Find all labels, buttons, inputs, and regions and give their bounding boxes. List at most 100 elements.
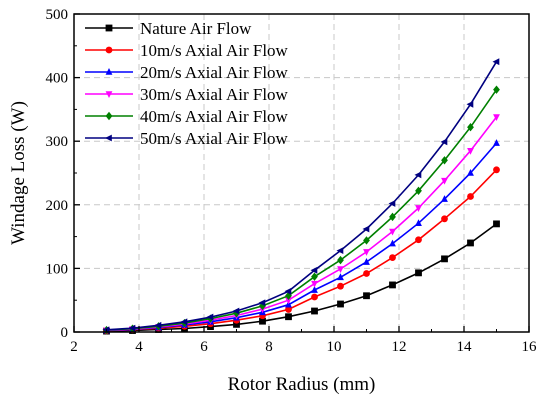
legend-item: 40m/s Axial Air Flow [85,107,289,126]
data-point [363,270,370,277]
data-point [467,169,474,176]
data-point [389,281,396,289]
data-point [440,138,448,146]
plot-frame [73,13,530,333]
x-tick-label: 6 [200,339,208,355]
data-point [388,200,396,207]
data-point [362,225,370,233]
series-3 [103,139,500,334]
data-point [441,156,448,165]
y-axis-title: Windage Loss (W) [8,101,29,245]
x-tick-label: 12 [392,339,407,355]
data-point [310,266,318,274]
y-tick-label: 500 [46,7,69,23]
legend-label: 20m/s Axial Air Flow [140,63,289,82]
data-point [311,286,318,293]
data-point [467,123,474,132]
data-point [415,236,422,244]
x-axis-title: Rotor Radius (mm) [228,374,376,395]
data-point [232,307,240,315]
legend-item: 30m/s Axial Air Flow [85,85,289,104]
data-point [363,236,370,245]
data-point [389,212,396,222]
x-tick-label: 14 [457,339,473,355]
data-point [414,171,422,179]
data-point [363,258,370,265]
y-tick-label: 0 [61,325,69,341]
data-point [311,307,318,315]
data-point [493,114,500,122]
series-line [106,61,498,331]
series-line [106,169,498,332]
data-point [493,139,500,146]
legend-marker [105,24,113,32]
data-point [389,239,396,247]
legend-label: 40m/s Axial Air Flow [140,107,289,126]
series-1 [103,220,500,335]
x-tick-label: 2 [70,339,78,355]
y-tick-label: 400 [46,71,69,87]
data-point [441,177,448,185]
data-point [441,195,448,202]
legend-item: Nature Air Flow [85,19,252,38]
data-point [493,166,500,174]
data-point [180,318,188,326]
data-point [285,313,292,321]
x-tick-label: 8 [265,339,273,355]
y-tick-label: 100 [46,261,69,277]
data-point [492,58,500,66]
legend-item: 10m/s Axial Air Flow [85,41,289,60]
data-point [258,299,266,307]
y-tick-label: 300 [46,134,69,150]
data-point [128,324,136,332]
series-2 [103,166,500,335]
data-point [466,100,474,108]
x-tick-label: 10 [327,339,342,355]
legend-label: Nature Air Flow [140,19,252,38]
data-point [389,228,396,236]
data-point [441,215,448,223]
tick-layer: 2 4 6 8 10 12 14 16 0 100 200 300 400 500 [46,7,538,355]
data-point [441,255,448,263]
data-point [337,255,344,265]
series-6 [102,58,500,334]
legend-label: 50m/s Axial Air Flow [140,129,289,148]
legend-item: 20m/s Axial Air Flow [85,63,289,82]
data-point [311,272,318,281]
series-line [106,89,498,331]
data-point [311,293,318,301]
data-point [467,239,474,247]
x-tick-label: 4 [135,339,143,355]
data-point [493,220,500,228]
data-point [493,85,500,94]
series-line [106,223,497,332]
data-point [337,266,344,274]
legend-marker [105,111,113,121]
data-point [415,186,422,196]
data-point [285,297,292,305]
legend: Nature Air Flow 10m/s Axial Air Flow 20m/s… [85,19,289,148]
data-point [415,205,422,212]
data-point [337,273,344,281]
data-point [206,313,214,321]
legend-marker [105,68,113,75]
data-point [467,193,474,200]
data-point [285,291,292,300]
data-point [337,300,344,308]
data-point [337,282,344,290]
legend-marker [105,91,113,98]
data-point [415,269,422,277]
grid-layer [74,14,529,332]
data-point [467,147,474,155]
x-tick-label: 16 [522,339,538,355]
data-point [415,219,422,227]
data-point [389,254,396,261]
data-point [259,301,266,311]
data-point [363,249,370,256]
data-point [336,247,344,254]
y-tick-label: 200 [46,198,69,214]
data-point [363,292,370,300]
data-point [233,320,240,328]
legend-marker [105,134,112,142]
